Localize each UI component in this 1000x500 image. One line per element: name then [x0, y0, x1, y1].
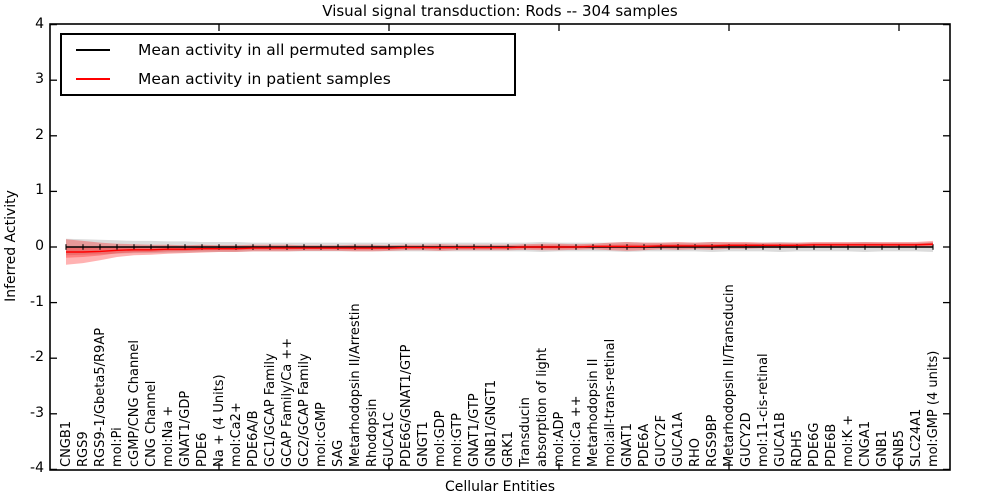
- x-tick-label: PDE6G: [806, 422, 822, 467]
- x-tick-label: mol:11-cis-retinal: [755, 353, 771, 467]
- x-tick-label: Metarhodopsin II/Arrestin: [347, 303, 363, 467]
- x-tick-label: GUCY2D: [738, 412, 754, 467]
- x-tick-label: CNGA1: [857, 420, 873, 467]
- y-tick-label: -3: [30, 404, 44, 421]
- x-tick-label: mol:cGMP: [313, 402, 329, 467]
- legend-label: Mean activity in all permuted samples: [138, 41, 435, 60]
- chart-title: Visual signal transduction: Rods -- 304 …: [322, 2, 678, 20]
- y-tick-label: -2: [30, 349, 44, 366]
- patient-mean-line: [66, 243, 934, 253]
- x-tick-label: Rhodopsin: [364, 398, 380, 467]
- x-tick-label: mol:GTP: [449, 413, 465, 467]
- x-tick-label: PDE6: [194, 432, 210, 467]
- x-tick-label: PDE6G/GNAT1/GTP: [398, 344, 414, 467]
- x-tick-label: mol:K +: [840, 414, 856, 467]
- x-tick-label: Metarhodopsin II: [585, 358, 601, 467]
- legend-entry: Mean activity in all permuted samples: [62, 37, 514, 63]
- x-tick-label: GUCA1C: [381, 412, 397, 467]
- y-tick-label: 2: [35, 126, 44, 143]
- legend-box: Mean activity in all permuted samples Mea…: [60, 33, 516, 96]
- x-tick-label: GNAT1/GTP: [466, 393, 482, 467]
- x-tick-label: PDE6B: [823, 423, 839, 467]
- x-tick-label: RHO: [687, 437, 703, 467]
- x-tick-label: PDE6A: [636, 423, 652, 467]
- x-tick-label: RGS9-1/Gbeta5/R9AP: [92, 327, 108, 467]
- y-tick-label: 1: [35, 182, 44, 199]
- x-tick-label: CNGB1: [58, 420, 74, 467]
- x-tick-label: RGS9: [75, 431, 91, 467]
- legend-line-swatch: [76, 77, 110, 80]
- x-tick-label: mol:all-trans-retinal: [602, 338, 618, 467]
- x-tick-label: GUCY2F: [653, 414, 669, 467]
- x-tick-label: GC1/GCAP Family: [262, 353, 278, 467]
- y-tick-label: 3: [35, 71, 44, 88]
- x-tick-label: mol:ADP: [551, 411, 567, 467]
- y-tick-label: 0: [35, 238, 44, 254]
- x-tick-label: RDH5: [789, 429, 805, 467]
- x-tick-label: mol:Pi: [109, 427, 125, 467]
- legend-label: Mean activity in patient samples: [138, 69, 391, 88]
- x-tick-label: GNB1/GNGT1: [483, 380, 499, 467]
- x-tick-label: GC2/GCAP Family: [296, 353, 312, 467]
- x-tick-label: Metarhodopsin II/Transducin: [721, 284, 737, 467]
- x-tick-label: PDE6A/B: [245, 410, 261, 467]
- x-tick-label: mol:Na +: [160, 405, 176, 467]
- x-tick-label: mol:GDP: [432, 410, 448, 467]
- x-tick-label: GRK1: [500, 431, 516, 467]
- x-tick-label: GNAT1: [619, 423, 635, 467]
- x-tick-label: SLC24A1: [908, 408, 924, 467]
- x-tick-label: GNB1: [874, 430, 890, 467]
- x-tick-label: cGMP/CNG Channel: [126, 339, 142, 467]
- x-tick-label: mol:Ca ++: [568, 395, 584, 467]
- x-tick-label: Transducin: [517, 397, 533, 467]
- x-tick-label: GCAP Family/Ca ++: [279, 337, 295, 467]
- legend-entry: Mean activity in patient samples: [62, 66, 514, 92]
- x-tick-label: SAG: [330, 439, 346, 467]
- x-tick-label: GNB5: [891, 430, 907, 467]
- x-tick-label: absorption of light: [534, 347, 550, 467]
- x-tick-label: mol:Ca2+: [228, 402, 244, 467]
- y-tick-label: 4: [35, 15, 44, 32]
- y-tick-label: -1: [30, 293, 44, 310]
- x-tick-label: CNG Channel: [143, 380, 159, 467]
- x-tick-label: mol:GMP (4 units): [925, 350, 941, 467]
- x-axis-label: Cellular Entities: [444, 479, 556, 495]
- x-tick-label: Na + (4 Units): [211, 374, 227, 467]
- legend-line-swatch: [76, 49, 110, 52]
- x-tick-label: GNAT1/GDP: [177, 390, 193, 467]
- x-tick-label: RGS9BP: [704, 414, 720, 467]
- y-tick-label: -4: [30, 460, 44, 477]
- x-tick-label: GNGT1: [415, 421, 431, 467]
- x-tick-label: GUCA1B: [772, 412, 788, 467]
- x-tick-label: GUCA1A: [670, 412, 686, 467]
